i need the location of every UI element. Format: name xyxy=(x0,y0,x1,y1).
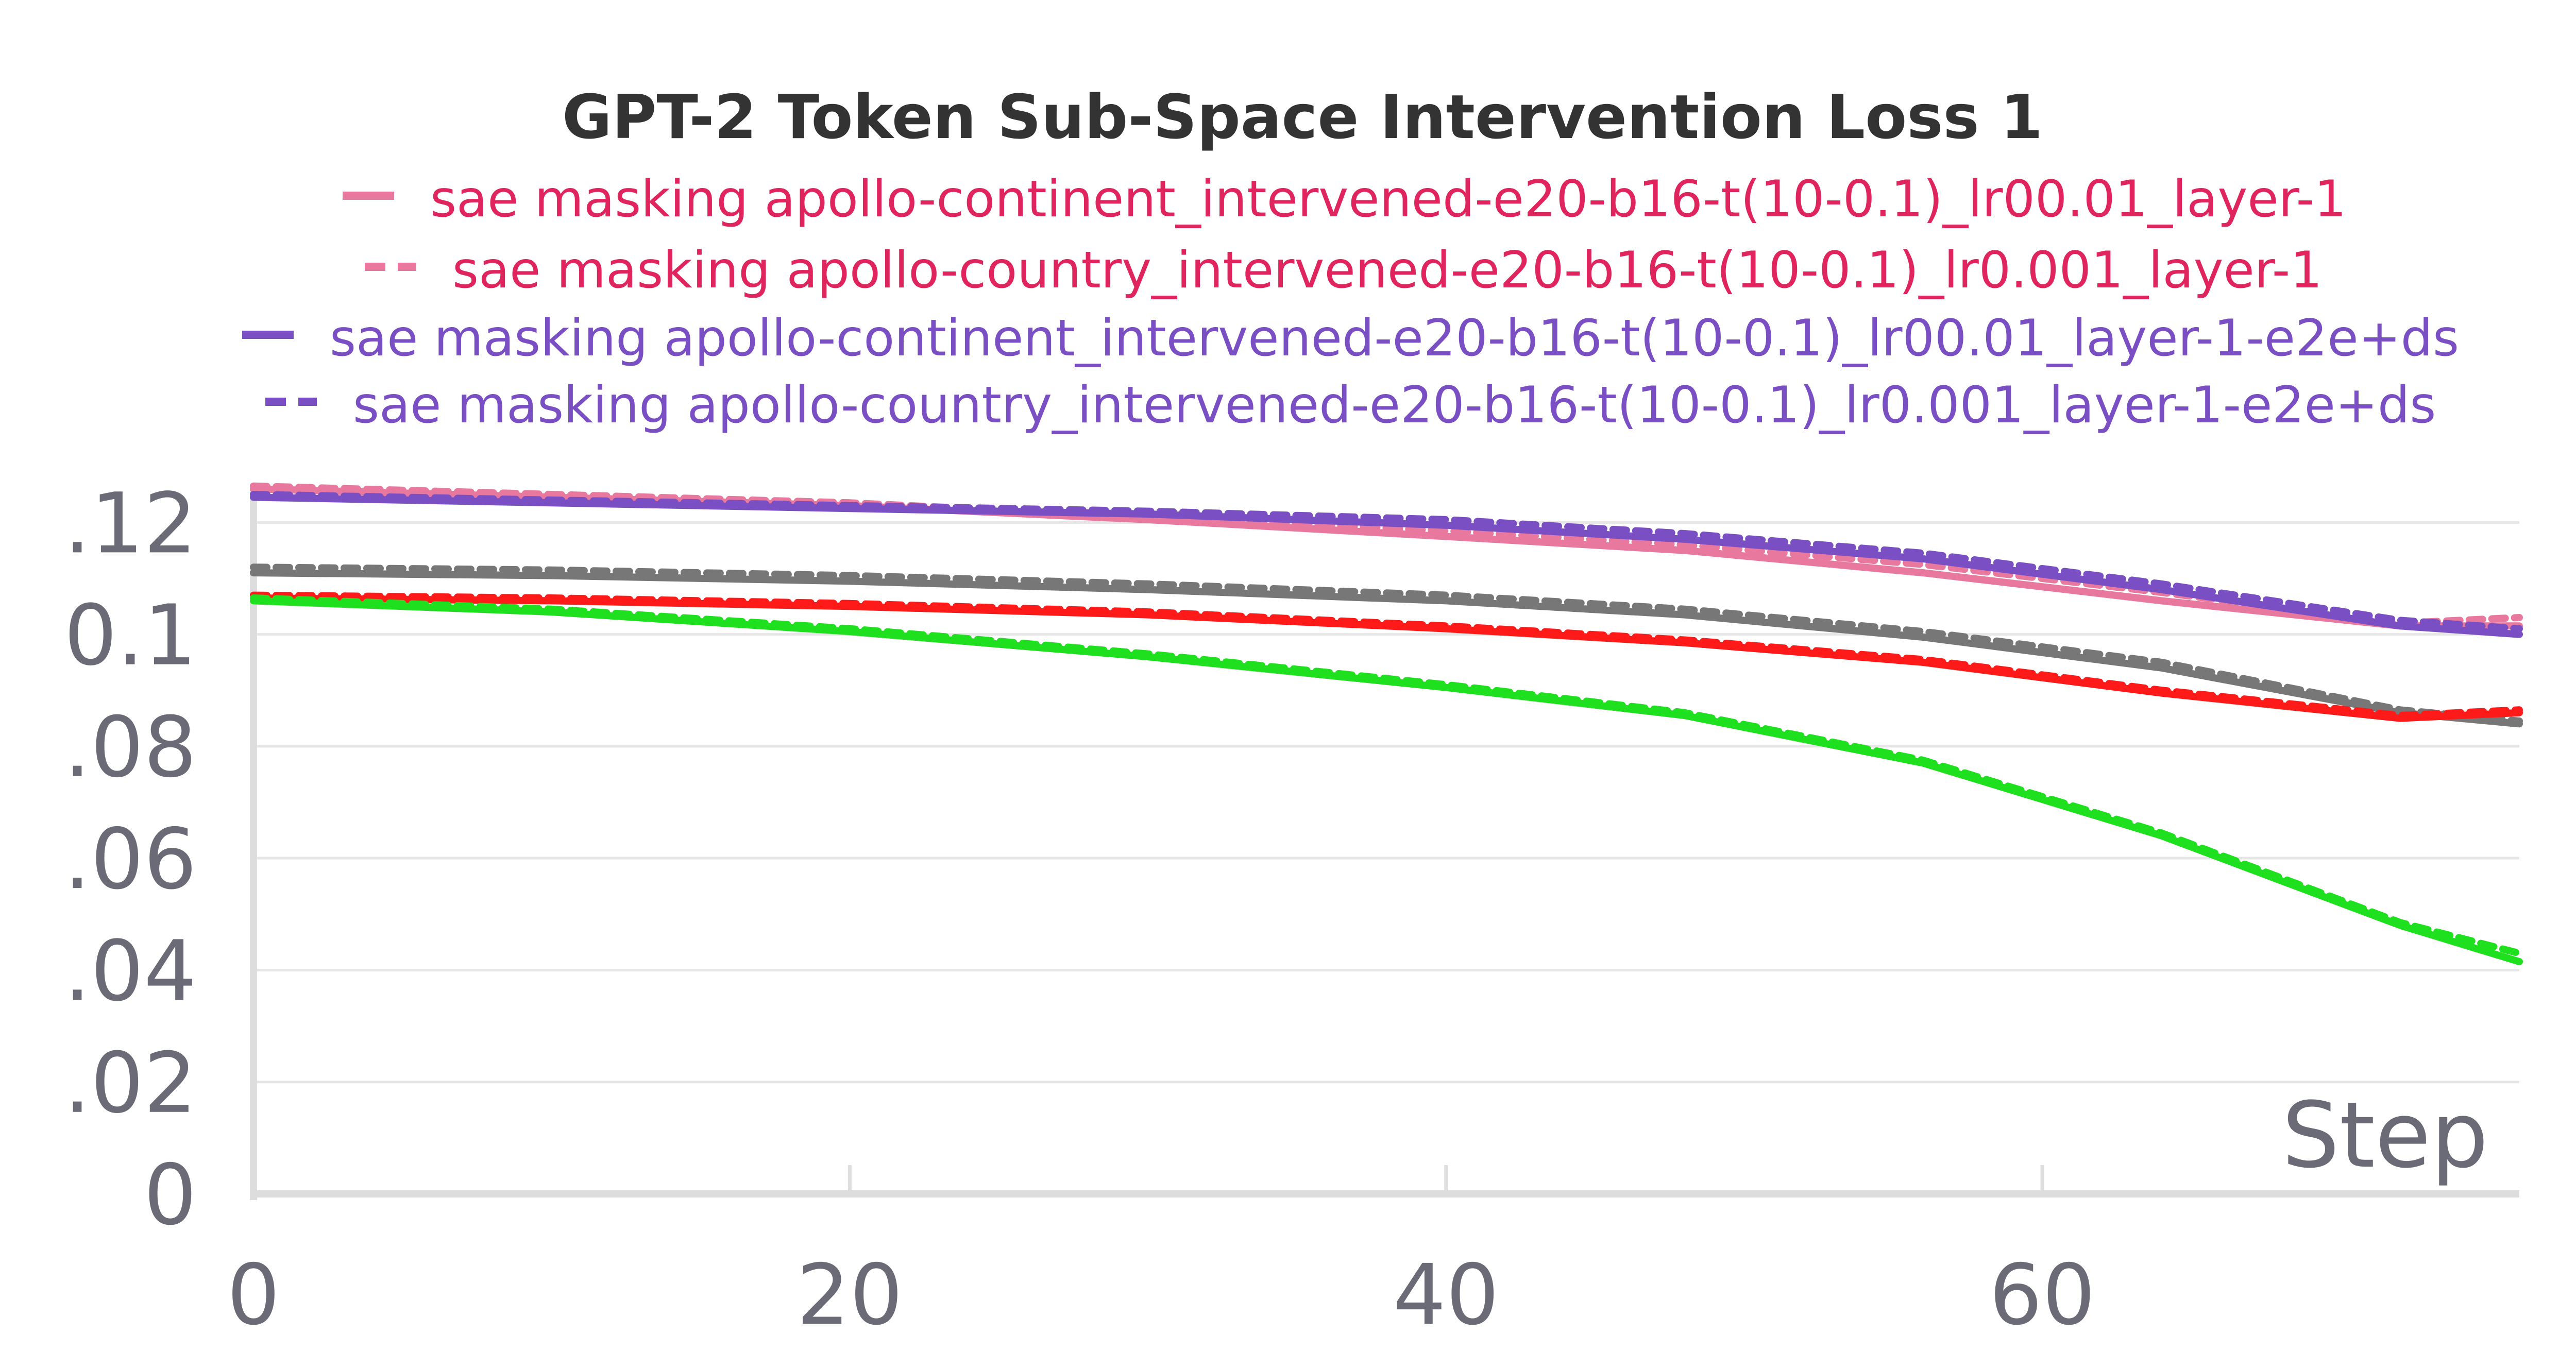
series-line-4 xyxy=(250,491,2523,632)
x-tick-label-2: 40 xyxy=(1393,1247,1499,1344)
y-tick-label-6: .12 xyxy=(64,475,197,572)
legend-label-2: sae masking apollo-country_intervened-e2… xyxy=(452,241,2323,300)
x-tick-label-0: 0 xyxy=(227,1247,280,1344)
series-line-3 xyxy=(250,493,2523,638)
x-tick-label-3: 60 xyxy=(1989,1247,2095,1344)
x-axis-label: Step xyxy=(2282,1083,2488,1188)
y-tick-label-0: 0 xyxy=(144,1147,197,1244)
y-tick-label-3: .06 xyxy=(64,811,197,908)
series-line-10 xyxy=(250,594,2523,957)
series-line-1 xyxy=(250,485,2523,630)
series-line-8 xyxy=(250,591,2523,720)
y-tick-label-1: .02 xyxy=(64,1035,197,1132)
x-tick-label-1: 20 xyxy=(796,1247,903,1344)
series-line-6 xyxy=(250,563,2523,725)
y-tick-label-5: 0.1 xyxy=(64,588,197,685)
legend-label-4: sae masking apollo-country_intervened-e2… xyxy=(353,376,2436,435)
series-group xyxy=(250,482,2523,966)
series-line-5 xyxy=(250,569,2523,728)
chart-title: GPT-2 Token Sub-Space Intervention Loss … xyxy=(562,81,2043,152)
y-tick-label-2: .04 xyxy=(64,923,197,1020)
tick-labels: 0 .02 .04 .06 .08 0.1 .12 0 20 40 60 xyxy=(64,475,2095,1344)
legend-label-3: sae masking apollo-continent_intervened-… xyxy=(330,309,2459,368)
legend: sae masking apollo-continent_intervened-… xyxy=(242,170,2459,435)
legend-label-1: sae masking apollo-continent_intervened-… xyxy=(430,170,2346,229)
y-tick-label-4: .08 xyxy=(64,699,197,796)
series-line-9 xyxy=(250,597,2523,966)
